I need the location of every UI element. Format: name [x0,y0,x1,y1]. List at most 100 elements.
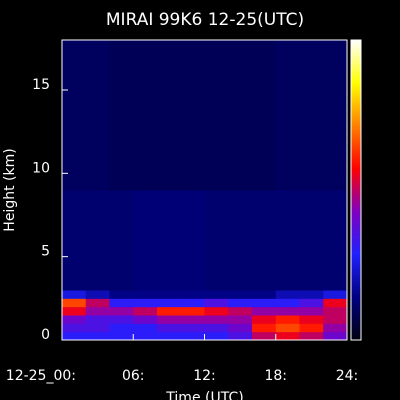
heatmap-cell [299,315,324,324]
y-tick-label: 5 [41,244,50,260]
heatmap-cell [252,298,277,308]
heatmap-cell [180,298,205,308]
heatmap-cell [109,315,134,324]
heatmap-cell [228,306,253,316]
heatmap-cell [157,190,182,291]
heatmap-cell [133,323,158,333]
heatmap-cell [180,290,205,299]
heatmap-cell [299,331,324,341]
heatmap-cell [275,315,300,324]
heatmap-cell [275,290,300,299]
heatmap-cell [323,323,348,333]
heatmap-cell [252,190,277,291]
heatmap-cell [252,331,277,341]
heatmap-cell [109,190,134,291]
y-tick-label: 10 [32,160,50,176]
heatmap-cell [180,306,205,316]
heatmap-cell [133,315,158,324]
heatmap-cell [133,290,158,299]
heatmap-cell [62,323,87,333]
heatmap-cell [109,290,134,299]
heatmap-cell [299,323,324,333]
heatmap-cell [204,290,229,299]
heatmap-cell [323,290,348,299]
heatmap-cell [157,315,182,324]
heatmap-cell [252,290,277,299]
heatmap-cell [204,190,229,291]
heatmap-cell [228,298,253,308]
heatmap-cell [133,298,158,308]
heatmap-cell [85,323,110,333]
heatmap-cell [85,298,110,308]
heatmap-cell [180,315,205,324]
heatmap-cell [62,298,87,308]
heatmap-cell [85,40,110,191]
heatmap-cell [109,306,134,316]
heatmap-cell [275,40,300,191]
heatmap-cell [109,40,134,191]
heatmap-cell [323,190,348,291]
heatmap-cell [204,331,229,341]
heatmap-cell [204,298,229,308]
heatmap-cell [275,331,300,341]
y-tick-label: 15 [32,77,50,93]
x-axis-label: Time (UTC) [165,390,243,400]
heatmap-cell [275,190,300,291]
heatmap-cell [157,306,182,316]
heatmap-cell [228,323,253,333]
heatmap-cell [204,40,229,191]
heatmap-cell [204,315,229,324]
heatmap-cell [85,315,110,324]
heatmap-cell [180,331,205,341]
heatmap-cell [85,306,110,316]
heatmap-cell [157,290,182,299]
y-tick-label: 0 [41,327,50,343]
heatmap-cell [62,315,87,324]
x-tick-label: 24: [336,368,359,384]
heatmap-cell [133,306,158,316]
heatmap-cell [180,40,205,191]
heatmap-cell [62,290,87,299]
heatmap-cell [62,190,87,291]
heatmap-cell [252,315,277,324]
heatmap-cell [299,290,324,299]
heatmap-cell [228,290,253,299]
heatmap-cell [109,298,134,308]
heatmap-cell [133,190,158,291]
heatmap-cell [299,190,324,291]
heatmap-cell [275,306,300,316]
heatmap-cell [85,331,110,341]
heatmap-cell [228,190,253,291]
heatmap-cell [323,40,348,191]
heatmap-cell [252,306,277,316]
chart-title: MIRAI 99K6 12-25(UTC) [106,10,304,30]
heatmap-cell [204,323,229,333]
heatmap-cell [157,40,182,191]
heatmap-cell [299,298,324,308]
heatmap-cell [323,331,348,341]
heatmap-cell [157,298,182,308]
heatmap-cell [109,323,134,333]
x-tick-label: 12: [193,368,216,384]
heatmap-cell [133,40,158,191]
heatmap-cell [252,40,277,191]
heatmap-cell [323,315,348,324]
x-tick-label: 18: [264,368,287,384]
heatmap-cell [109,331,134,341]
heatmap-cell [85,190,110,291]
heatmap-cell [299,40,324,191]
heatmap-cell [323,306,348,316]
heatmap-cell [62,331,87,341]
heatmap-cell [133,331,158,341]
x-tick-label: 06: [122,368,145,384]
y-axis-label: Height (km) [2,148,18,231]
heatmap-cell [157,331,182,341]
heatmap-cell [204,306,229,316]
heatmap-cell [157,323,182,333]
heatmap-cell [62,306,87,316]
heatmap-cell [252,323,277,333]
heatmap-cell [323,298,348,308]
heatmap-cell [180,190,205,291]
